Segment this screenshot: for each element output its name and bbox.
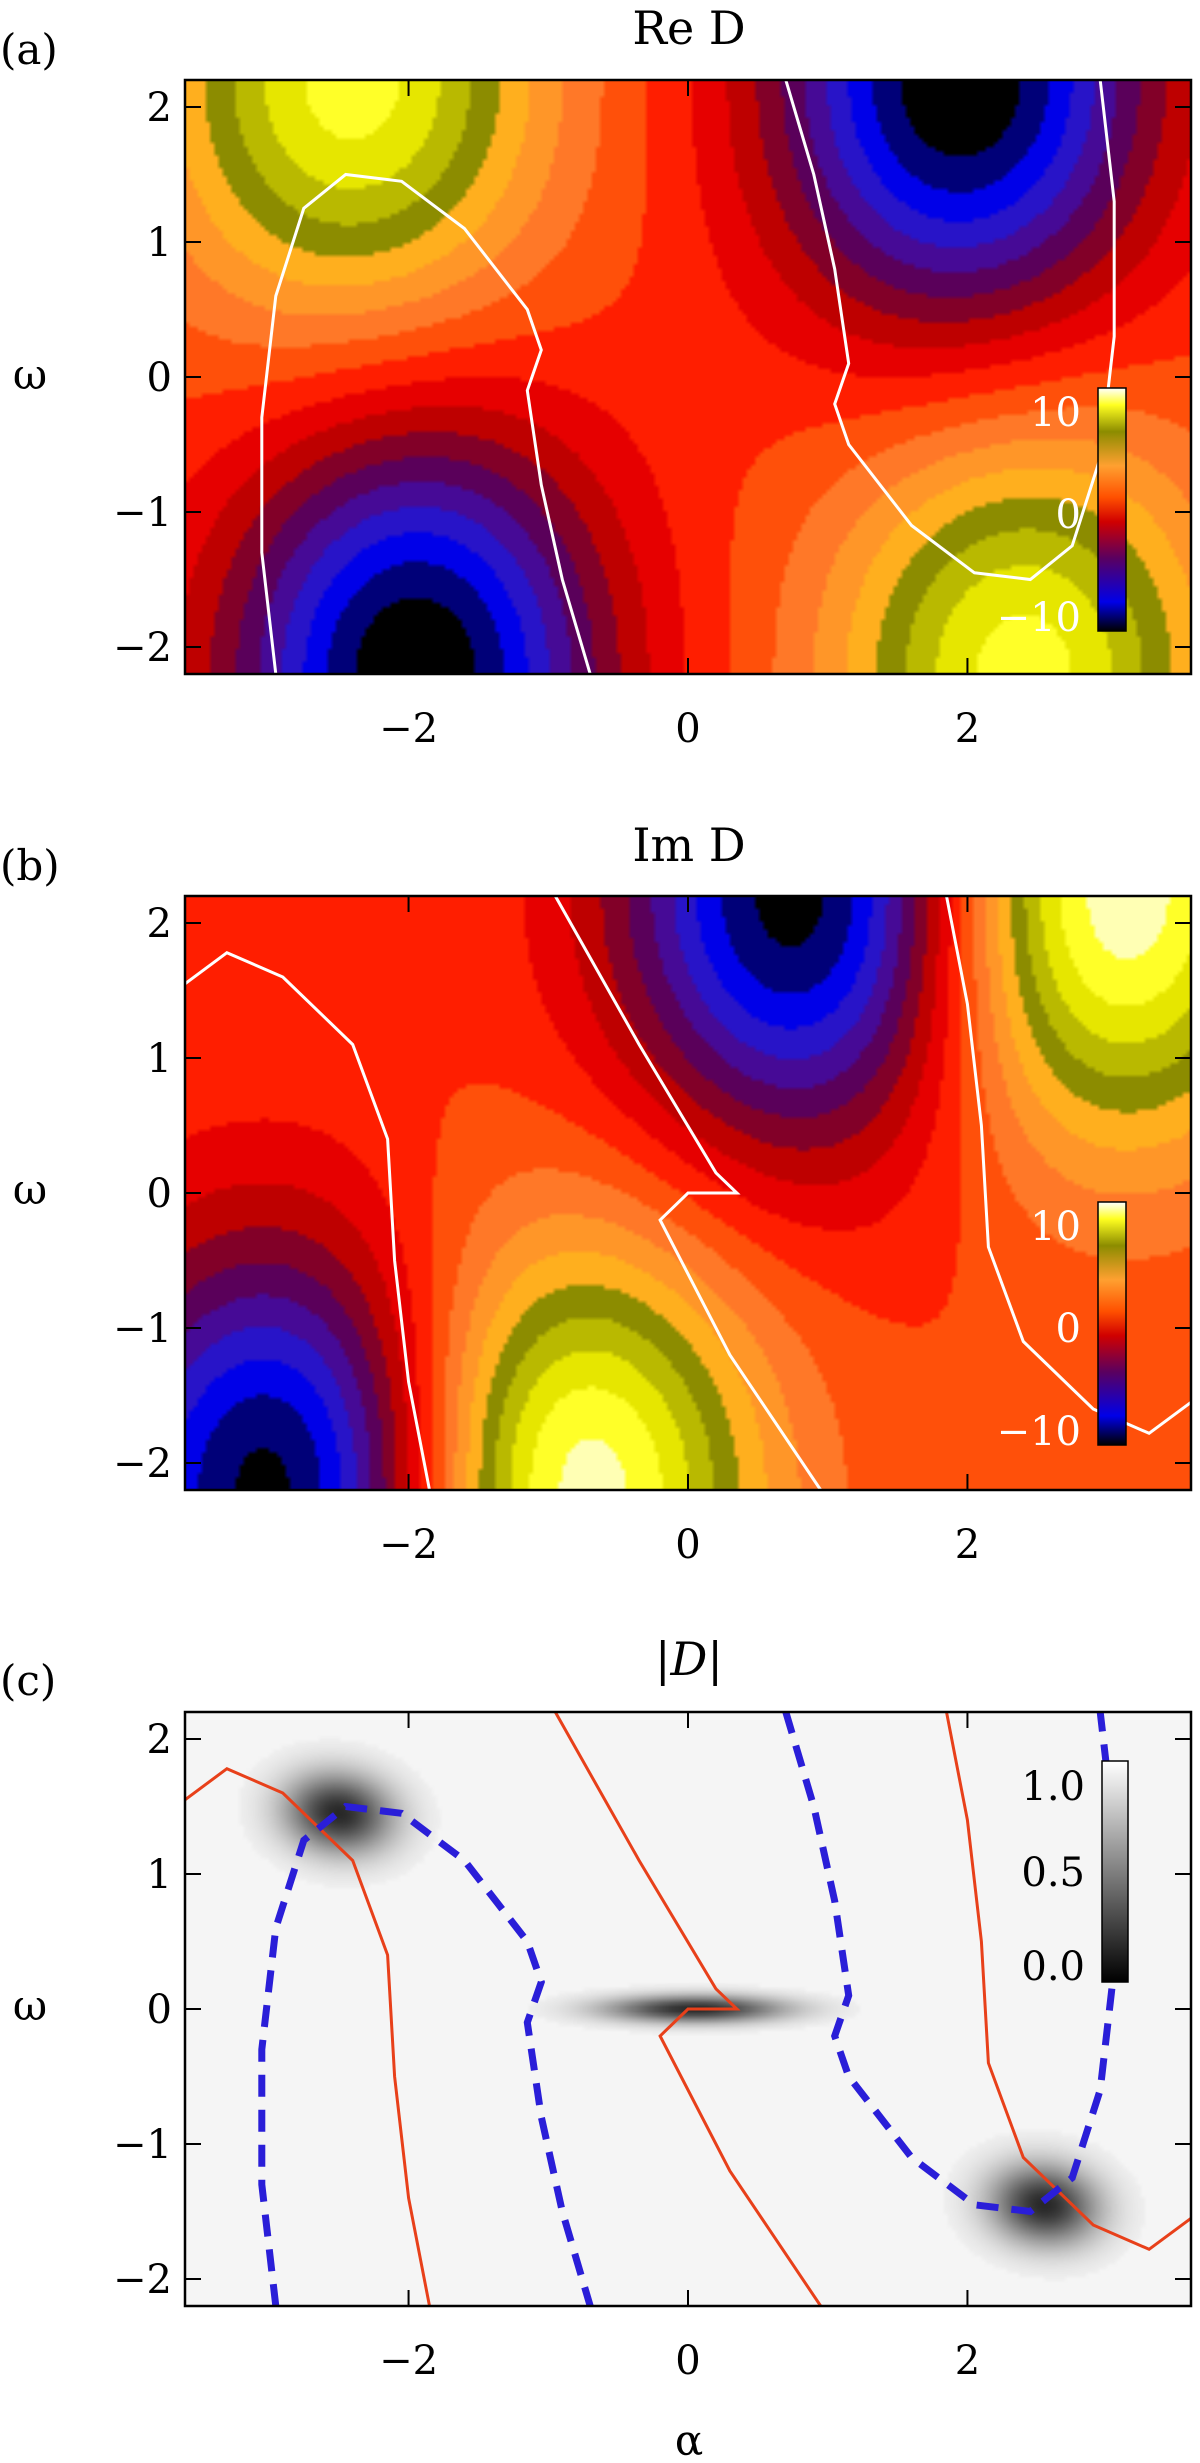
panel-a-colorbar: 10 0 −10 bbox=[997, 387, 1127, 641]
panel-a-zero-contour-2 bbox=[784, 79, 1116, 582]
panel-a-title: Re D bbox=[632, 1, 745, 55]
panel-b-zero-contour-1 bbox=[184, 950, 431, 1491]
panel-c-ytick-label-1: 2 bbox=[147, 1717, 172, 1763]
panel-a-colorbar-tick-2: 0 bbox=[1056, 492, 1081, 538]
panel-b-contours bbox=[184, 895, 1192, 1491]
panel-c-contours bbox=[184, 1711, 1192, 2307]
panel-b-xtick-label-3: 2 bbox=[955, 1522, 980, 1568]
panel-b-colorbar-bar bbox=[1097, 1201, 1127, 1446]
panel-b-label: (b) bbox=[0, 841, 60, 890]
panel-b-zero-contour-2 bbox=[553, 895, 822, 1491]
panel-a-xtick-label-3: 2 bbox=[955, 706, 980, 752]
panel-c-axes: −2 0 2 2 1 0 −1 −2 bbox=[113, 1712, 1191, 2384]
panel-a-colorbar-tick-3: −10 bbox=[997, 595, 1081, 641]
panel-a-xtick-label-2: 0 bbox=[675, 706, 700, 752]
panel-c-re-zero-line-1 bbox=[258, 1802, 594, 2307]
panel-b-ytick-label-2: 1 bbox=[147, 1036, 172, 1082]
panel-a-colorbar-tick-1: 10 bbox=[1030, 390, 1081, 436]
panel-a-zero-contour-1 bbox=[260, 172, 592, 675]
panel-b-zero-contour-3 bbox=[945, 895, 1192, 1436]
panel-c-ytick-label-3: 0 bbox=[147, 1987, 172, 2033]
panel-b-ytick-label-4: −1 bbox=[113, 1306, 172, 1352]
panel-c-ytick-label-4: −1 bbox=[113, 2122, 172, 2168]
panel-c-ytick-label-2: 1 bbox=[147, 1852, 172, 1898]
panel-b-colorbar-tick-2: 0 bbox=[1056, 1306, 1081, 1352]
panel-c-re-zero-line-2 bbox=[782, 1711, 1118, 2216]
panel-c-colorbar: 1.0 0.5 0.0 bbox=[1021, 1760, 1129, 1990]
panel-a-ytick-label-1: 2 bbox=[147, 85, 172, 131]
panel-b-colorbar: 10 0 −10 bbox=[997, 1201, 1127, 1455]
panel-b-colorbar-tick-3: −10 bbox=[997, 1409, 1081, 1455]
panel-a-ytick-label-3: 0 bbox=[147, 355, 172, 401]
panel-b-colorbar-tick-1: 10 bbox=[1030, 1204, 1081, 1250]
panel-b-ytick-label-1: 2 bbox=[147, 901, 172, 947]
panel-a-heatmap bbox=[185, 80, 1191, 674]
panel-a-xtick-label-1: −2 bbox=[379, 706, 438, 752]
panel-a-contours bbox=[260, 79, 1116, 675]
panel-c-im-zero-line-2 bbox=[553, 1711, 822, 2307]
panel-c-xlabel: α bbox=[675, 2416, 703, 2463]
panel-c-colorbar-tick-2: 0.5 bbox=[1021, 1850, 1085, 1896]
panel-c-xtick-label-2: 0 bbox=[675, 2338, 700, 2384]
panel-c-colorbar-bar bbox=[1101, 1760, 1129, 1983]
panel-b-xtick-label-1: −2 bbox=[379, 1522, 438, 1568]
panel-c-ytick-label-5: −2 bbox=[113, 2257, 172, 2303]
panel-a-ytick-label-5: −2 bbox=[113, 625, 172, 671]
panel-c: (c) |D| ω α −2 0 2 2 1 0 −1 −2 1.0 0.5 0.0 bbox=[0, 1632, 1193, 2463]
panel-b-ytick-label-3: 0 bbox=[147, 1171, 172, 1217]
panel-a-ytick-label-4: −1 bbox=[113, 490, 172, 536]
panel-a-ylabel: ω bbox=[13, 350, 47, 399]
panel-a-ytick-label-2: 1 bbox=[147, 220, 172, 266]
panel-c-im-zero-line-3 bbox=[945, 1711, 1192, 2252]
panel-c-xtick-label-3: 2 bbox=[955, 2338, 980, 2384]
panel-c-title: |D| bbox=[655, 1632, 723, 1686]
panel-b-title: Im D bbox=[632, 818, 745, 872]
panel-a-label: (a) bbox=[0, 25, 58, 74]
panel-b-ytick-label-5: −2 bbox=[113, 1441, 172, 1487]
panel-c-colorbar-tick-3: 0.0 bbox=[1021, 1944, 1085, 1990]
panel-c-ylabel: ω bbox=[13, 1981, 47, 2030]
panel-b-xtick-label-2: 0 bbox=[675, 1522, 700, 1568]
panel-c-colorbar-tick-1: 1.0 bbox=[1021, 1764, 1085, 1810]
panel-b-ylabel: ω bbox=[13, 1165, 47, 1214]
panel-a-colorbar-bar bbox=[1097, 387, 1127, 632]
panel-c-im-zero-line-1 bbox=[184, 1766, 431, 2307]
panel-c-xtick-label-1: −2 bbox=[379, 2338, 438, 2384]
panel-c-label: (c) bbox=[0, 1656, 56, 1705]
